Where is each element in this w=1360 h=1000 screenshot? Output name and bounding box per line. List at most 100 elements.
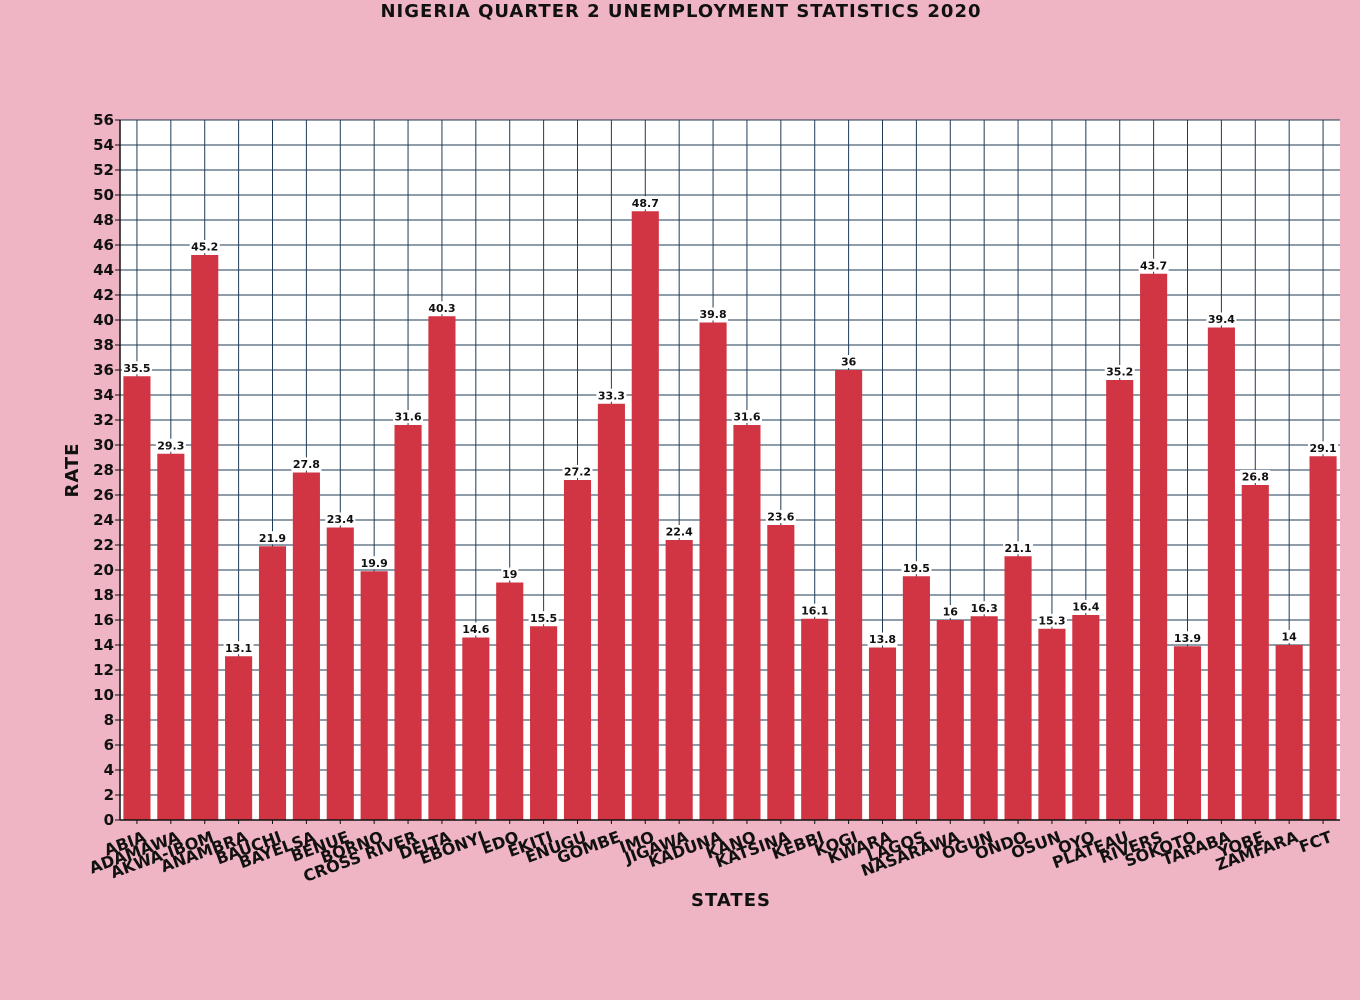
- y-tick-label: 12: [93, 661, 114, 679]
- bar: [1106, 380, 1134, 820]
- y-tick-label: 6: [104, 736, 114, 754]
- data-label: 33.3: [598, 389, 625, 402]
- bar: [157, 453, 185, 820]
- data-label-background: [155, 438, 186, 452]
- y-tick-label: 42: [93, 286, 114, 304]
- y-tick-label: 54: [93, 136, 114, 154]
- bar: [292, 472, 320, 820]
- bar: [428, 316, 456, 820]
- y-tick-label: 48: [93, 211, 114, 229]
- bar: [767, 525, 795, 820]
- data-label: 23.4: [327, 513, 354, 526]
- data-label-background: [698, 307, 729, 321]
- bar: [699, 322, 727, 820]
- bar: [1038, 628, 1066, 820]
- plot-area: 0246810121416182022242628303234363840424…: [87, 111, 1340, 886]
- data-label-background: [596, 388, 627, 402]
- data-label-background: [1070, 600, 1101, 613]
- data-label-background: [664, 525, 695, 538]
- data-label-background: [291, 457, 322, 471]
- data-label: 29.1: [1309, 442, 1336, 455]
- bar: [631, 211, 659, 820]
- data-label: 45.2: [191, 241, 218, 254]
- bar: [1309, 456, 1337, 820]
- data-label-background: [426, 301, 457, 315]
- data-label: 35.2: [1106, 366, 1133, 379]
- data-label-background: [799, 603, 830, 617]
- y-tick-label: 14: [93, 636, 114, 654]
- y-tick-label: 2: [104, 786, 114, 804]
- bar: [597, 403, 625, 820]
- y-tick-label: 36: [93, 361, 114, 379]
- bar: [123, 376, 151, 820]
- data-label: 40.3: [428, 302, 455, 315]
- x-axis-label: STATES: [691, 890, 771, 911]
- y-tick-label: 16: [93, 611, 114, 629]
- bar: [462, 637, 490, 820]
- y-tick-label: 0: [104, 811, 114, 829]
- bar: [733, 425, 761, 820]
- data-label: 39.8: [699, 308, 726, 321]
- chart-title: NIGERIA QUARTER 2 UNEMPLOYMENT STATISTIC…: [380, 1, 981, 22]
- data-label: 39.4: [1208, 313, 1235, 326]
- y-tick-label: 30: [93, 436, 114, 454]
- bar: [326, 527, 354, 820]
- bar: [1207, 327, 1235, 820]
- bar: [1072, 615, 1100, 820]
- data-label-background: [393, 410, 424, 423]
- data-label-background: [969, 601, 1000, 615]
- y-tick-label: 38: [93, 336, 114, 354]
- y-tick-label: 18: [93, 586, 114, 604]
- bar: [258, 546, 287, 820]
- data-label-background: [867, 632, 898, 646]
- data-label: 15.3: [1038, 614, 1065, 627]
- data-label: 48.7: [632, 197, 659, 210]
- bar: [1275, 645, 1303, 820]
- bar: [563, 480, 592, 820]
- bar: [902, 576, 930, 820]
- bar: [1140, 273, 1168, 820]
- data-label-background: [257, 531, 288, 545]
- data-label-background: [1240, 470, 1271, 483]
- bar: [868, 647, 897, 820]
- y-tick-label: 10: [93, 686, 114, 704]
- data-label: 36: [841, 356, 857, 369]
- data-label-background: [121, 361, 152, 375]
- y-tick-label: 26: [93, 486, 114, 504]
- data-label-background: [359, 556, 390, 570]
- bar: [496, 582, 524, 820]
- data-label-background: [189, 240, 220, 253]
- bar: [970, 616, 998, 820]
- data-label-background: [223, 641, 254, 655]
- data-label: 23.6: [767, 511, 794, 524]
- data-label-background: [501, 567, 519, 581]
- y-tick-label: 32: [93, 411, 114, 429]
- bar: [665, 540, 693, 820]
- bar: [1173, 646, 1202, 820]
- y-tick-label: 50: [93, 186, 114, 204]
- data-label: 13.9: [1174, 632, 1201, 645]
- data-label: 43.7: [1140, 259, 1167, 272]
- data-label: 26.8: [1242, 471, 1269, 484]
- data-label-background: [1003, 541, 1034, 555]
- bar: [801, 618, 829, 820]
- data-label: 14.6: [462, 623, 489, 636]
- data-label: 19.5: [903, 562, 930, 575]
- data-label-background: [562, 465, 593, 478]
- data-label-background: [901, 561, 932, 575]
- bar: [835, 370, 863, 820]
- data-label: 16: [943, 606, 959, 619]
- y-tick-label: 8: [104, 711, 114, 729]
- bar: [191, 255, 219, 820]
- data-label-background: [840, 355, 858, 368]
- y-axis-label: RATE: [62, 443, 83, 498]
- data-label: 16.3: [971, 602, 998, 615]
- y-tick-label: 44: [93, 261, 114, 279]
- y-tick-label: 46: [93, 236, 114, 254]
- data-label-background: [765, 510, 796, 523]
- data-label: 16.1: [801, 604, 828, 617]
- data-label: 19.9: [361, 557, 388, 570]
- data-label: 31.6: [394, 411, 421, 424]
- data-label-background: [1172, 631, 1203, 645]
